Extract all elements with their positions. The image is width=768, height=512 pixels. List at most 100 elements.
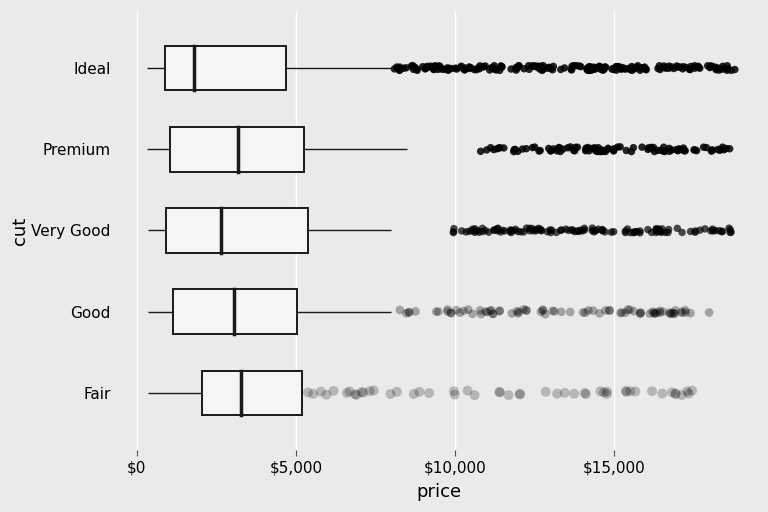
Point [551,390,563,398]
Point [423,389,435,397]
Point [546,66,558,74]
Point [535,63,548,72]
Point [511,147,524,156]
Point [720,66,733,74]
Point [327,387,339,395]
Point [714,65,727,73]
Point [607,145,620,154]
Point [535,308,547,316]
Point [475,147,487,156]
Point [587,307,599,315]
Point [545,147,557,155]
Point [494,388,506,396]
Point [703,63,716,72]
Point [481,146,493,154]
Point [619,65,631,73]
Point [496,62,508,71]
Point [642,225,654,233]
Point [409,307,422,315]
Point [705,62,717,70]
Point [688,61,700,70]
Point [486,310,498,318]
Point [542,144,554,153]
Point [450,306,462,314]
Point [485,143,497,152]
Point [689,146,701,154]
Point [594,147,607,156]
Point [419,65,431,73]
Point [627,143,640,152]
Point [710,63,723,72]
Point [565,66,578,74]
Point [610,62,622,71]
Point [611,63,623,71]
Point [407,65,419,73]
Point [707,62,719,71]
Point [578,226,591,234]
Point [631,63,644,72]
Bar [202,371,303,415]
Point [565,226,578,234]
Point [650,225,663,233]
Point [515,228,527,236]
Point [704,227,717,235]
Point [651,226,664,234]
Point [421,62,433,71]
Point [475,310,487,318]
Point [393,65,406,73]
Point [479,226,492,234]
Point [649,310,661,318]
Point [600,306,612,314]
Point [647,308,659,316]
Point [494,388,506,396]
Point [615,65,627,73]
Point [460,228,472,236]
Point [715,145,727,153]
Point [512,309,525,317]
Point [713,146,726,155]
Point [626,66,638,74]
Point [683,390,695,398]
Point [692,63,704,72]
Point [479,308,492,316]
Point [441,64,453,72]
Point [513,308,525,316]
Point [717,62,729,70]
Point [357,389,369,397]
Point [725,228,737,237]
Point [567,226,579,234]
Point [561,144,574,152]
Point [484,307,496,315]
Point [389,65,401,73]
Point [468,225,481,233]
Point [495,62,507,70]
Point [494,66,506,74]
Point [408,390,420,398]
Point [635,64,647,72]
Point [676,308,688,316]
Point [449,64,462,72]
Point [484,66,496,74]
Point [595,146,607,154]
Point [454,63,466,72]
Point [545,228,557,237]
Point [403,308,415,316]
Point [624,66,636,74]
Point [677,146,690,154]
Point [598,65,610,73]
Point [664,308,676,316]
Point [692,62,704,70]
Point [697,143,710,151]
Point [368,387,380,395]
Point [394,63,406,71]
Point [526,143,538,152]
Point [613,62,625,71]
Point [653,61,665,70]
Point [498,144,510,152]
Point [508,145,521,154]
Point [699,225,711,233]
Point [473,228,485,237]
Point [657,143,670,152]
Point [564,143,577,151]
Point [545,226,558,234]
